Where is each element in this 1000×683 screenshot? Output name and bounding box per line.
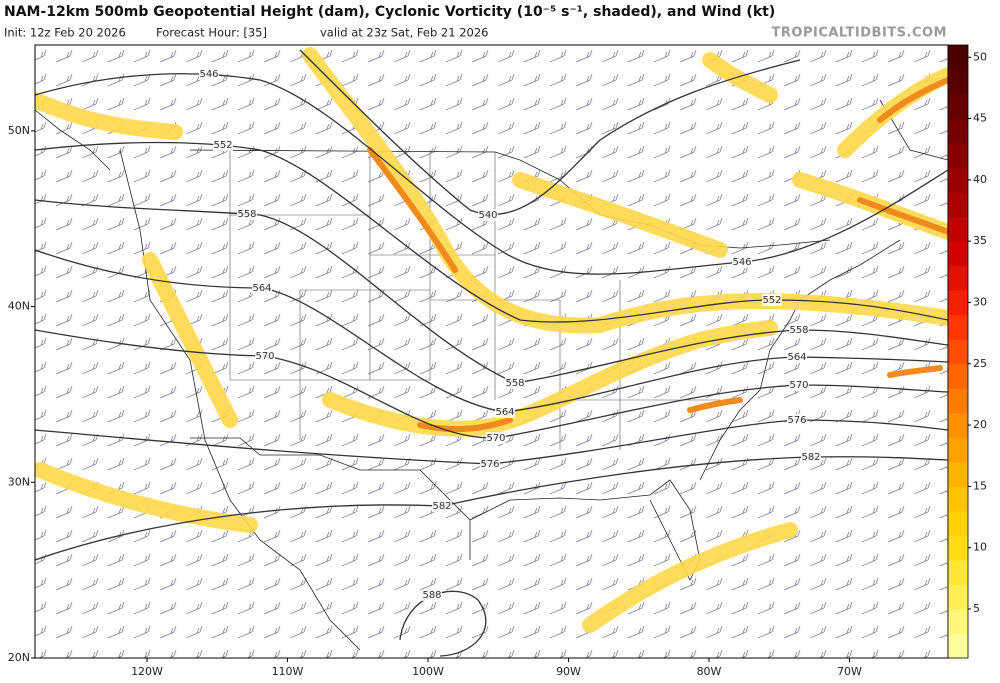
contour-label-bg: [732, 256, 752, 268]
contour-label-bg: [789, 379, 809, 391]
contour-label: 588: [422, 590, 441, 601]
lon-label: 110W: [272, 665, 304, 678]
colorbar-band: [948, 363, 968, 389]
contour-label: 570: [789, 380, 808, 391]
lon-label: 80W: [697, 665, 722, 678]
contour-label: 552: [213, 140, 232, 151]
contour-label: 582: [432, 501, 451, 512]
colorbar-band: [948, 559, 968, 585]
contour-label: 558: [237, 209, 256, 220]
contour-label: 570: [255, 351, 274, 362]
contour-label: 576: [480, 459, 499, 470]
colorbar-band: [948, 94, 968, 120]
colorbar-band: [948, 339, 968, 365]
contour-label-bg: [199, 68, 219, 80]
contour-label-bg: [252, 282, 272, 294]
colorbar-band: [948, 69, 968, 95]
colorbar-tick-label: 20: [973, 418, 987, 431]
colorbar-band: [948, 167, 968, 193]
lat-label: 50N: [8, 124, 30, 137]
contour-label-bg: [801, 451, 821, 463]
colorbar-tick-label: 35: [973, 234, 987, 247]
colorbar-band: [948, 412, 968, 438]
colorbar-band: [948, 608, 968, 634]
lat-label: 30N: [8, 475, 30, 488]
contour-label-bg: [432, 500, 452, 512]
contour-label-bg: [787, 351, 807, 363]
lon-label: 70W: [837, 665, 862, 678]
contour-label-bg: [213, 139, 233, 151]
lon-label: 100W: [412, 665, 444, 678]
contour-label: 564: [252, 283, 271, 294]
valid-time: valid at 23z Sat, Feb 21 2026: [320, 26, 488, 40]
lon-label: 120W: [131, 665, 163, 678]
init-time: Init: 12z Feb 20 2026: [4, 26, 126, 40]
lon-label: 90W: [556, 665, 581, 678]
contour-label: 582: [801, 452, 820, 463]
colorbar-band: [948, 118, 968, 144]
colorbar-frame: [947, 44, 969, 659]
colorbar-band: [948, 241, 968, 267]
contour-label-bg: [255, 350, 275, 362]
colorbar-band: [948, 486, 968, 512]
contour-label: 564: [787, 352, 806, 363]
contour-label-bg: [787, 414, 807, 426]
contour-label-bg: [480, 458, 500, 470]
lat-label: 40N: [8, 300, 30, 313]
contour-label-bg: [789, 324, 809, 336]
contour-label: 558: [789, 325, 808, 336]
colorbar-band: [948, 584, 968, 610]
colorbar-band: [948, 388, 968, 414]
map-area: 546 552 558 564 570 540 546 552 558 564 570 576 582 5…: [35, 45, 948, 658]
colorbar: 5 10 15 20 25 30 35 40 45 50: [947, 44, 987, 659]
colorbar-tick-label: 40: [973, 173, 987, 186]
colorbar-tick-label: 25: [973, 357, 987, 370]
contour-label-bg: [505, 377, 525, 389]
contour-label: 564: [495, 407, 514, 418]
contour-labels: 546 552 558 564 570 540 546 552 558 564 570 576 582 5…: [199, 68, 821, 601]
colorbar-band: [948, 143, 968, 169]
contour-label: 570: [486, 433, 505, 444]
colorbar-band: [948, 45, 968, 71]
title: NAM-12km 500mb Geopotential Height (dam)…: [4, 4, 775, 20]
colorbar-band: [948, 437, 968, 463]
colorbar-tick-label: 45: [973, 112, 987, 125]
contour-label-bg: [486, 432, 506, 444]
brand: TROPICALTIDBITS.COM: [772, 26, 947, 41]
forecast-hour: Forecast Hour: [35]: [156, 26, 267, 40]
contour-label-bg: [422, 589, 442, 601]
colorbar-band: [948, 290, 968, 316]
colorbar-band: [948, 216, 968, 242]
colorbar-band: [948, 461, 968, 487]
axes: 120W 110W 100W 90W 80W 70W 50N 40N 30N 20N: [8, 124, 862, 678]
contour-label-bg: [237, 208, 257, 220]
contour-label: 546: [732, 257, 751, 268]
contour-label: 558: [505, 378, 524, 389]
contour-label: 576: [787, 415, 806, 426]
colorbar-tick-label: 30: [973, 295, 987, 308]
colorbar-tick-label: 5: [973, 602, 980, 615]
contour-label: 540: [478, 210, 497, 221]
colorbar-tick-label: 15: [973, 479, 987, 492]
colorbar-tick-label: 10: [973, 541, 987, 554]
colorbar-band: [948, 265, 968, 291]
contour-label-bg: [495, 406, 515, 418]
contour-label-bg: [762, 294, 782, 306]
contour-label: 552: [762, 295, 781, 306]
colorbar-band: [948, 633, 968, 659]
contour-label-bg: [478, 209, 498, 221]
colorbar-band: [948, 314, 968, 340]
colorbar-band: [948, 510, 968, 536]
colorbar-tick-label: 50: [973, 50, 987, 63]
contour-label: 546: [199, 69, 218, 80]
colorbar-band: [948, 535, 968, 561]
lat-label: 20N: [8, 651, 30, 664]
colorbar-band: [948, 192, 968, 218]
